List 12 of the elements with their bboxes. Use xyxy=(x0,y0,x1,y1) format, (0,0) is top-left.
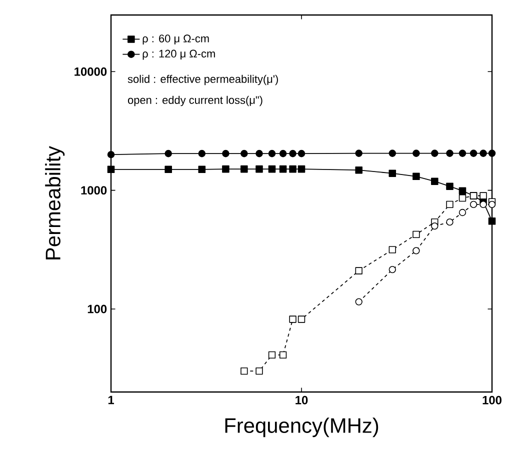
y-tick-label: 10000 xyxy=(74,67,107,76)
y-tick-label: 1000 xyxy=(81,186,107,195)
y-axis-title: Permeability xyxy=(45,146,65,260)
x-tick-label: 100 xyxy=(482,396,502,404)
x-tick-label: 10 xyxy=(296,396,308,404)
x-tick-label: 1 xyxy=(108,396,114,404)
x-axis-title: Frequency(MHz) xyxy=(225,418,378,438)
annotation: solid : effective permeability(μ') xyxy=(128,74,278,86)
annotation: open : eddy current loss(μ") xyxy=(128,96,262,106)
legend-label: ρ : 120 μ Ω-cm xyxy=(142,50,215,60)
legend-label: ρ : 60 μ Ω-cm xyxy=(142,34,209,45)
y-tick-label: 100 xyxy=(88,304,107,314)
